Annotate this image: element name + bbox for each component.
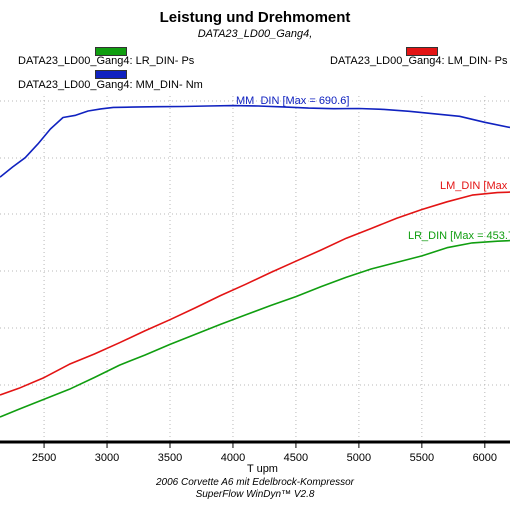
legend-swatch-lm-din <box>406 47 438 56</box>
chart-title: Leistung und Drehmoment <box>159 9 351 26</box>
footer-line-1: 2006 Corvette A6 mit Edelbrock-Kompresso… <box>155 477 355 488</box>
x-tick-label-3: 4000 <box>221 452 245 464</box>
series-line-lm-din <box>0 191 510 396</box>
series-label-mm-din: MM_DIN [Max = 690.6] <box>236 95 349 107</box>
x-tick-label-1: 3000 <box>95 452 119 464</box>
legend-swatch-mm-din <box>95 70 127 79</box>
x-tick-label-5: 5000 <box>347 452 371 464</box>
series-label-lr-din: LR_DIN [Max = 453.7 <box>408 230 510 242</box>
legend-swatch-lr-din <box>95 47 127 56</box>
series-line-lr-din <box>0 239 510 418</box>
chart-subtitle: DATA23_LD00_Gang4, <box>197 28 313 40</box>
x-tick-label-7: 6000 <box>473 452 497 464</box>
legend-entry-lr-din: DATA23_LD00_Gang4: LR_DIN- Ps <box>18 55 195 67</box>
legend-entry-lm-din: DATA23_LD00_Gang4: LM_DIN- Ps <box>330 55 508 67</box>
x-tick-label-0: 2500 <box>32 452 56 464</box>
series-label-lm-din: LM_DIN [Max <box>440 180 508 192</box>
x-tick-label-2: 3500 <box>158 452 182 464</box>
x-axis-title: T upm <box>247 463 278 475</box>
legend-entry-mm-din: DATA23_LD00_Gang4: MM_DIN- Nm <box>18 79 203 91</box>
footer-line-2: SuperFlow WinDyn™ V2.8 <box>195 489 315 500</box>
x-tick-label-4: 4500 <box>284 452 308 464</box>
series-line-mm-din <box>0 104 510 178</box>
x-tick-label-6: 5500 <box>410 452 434 464</box>
